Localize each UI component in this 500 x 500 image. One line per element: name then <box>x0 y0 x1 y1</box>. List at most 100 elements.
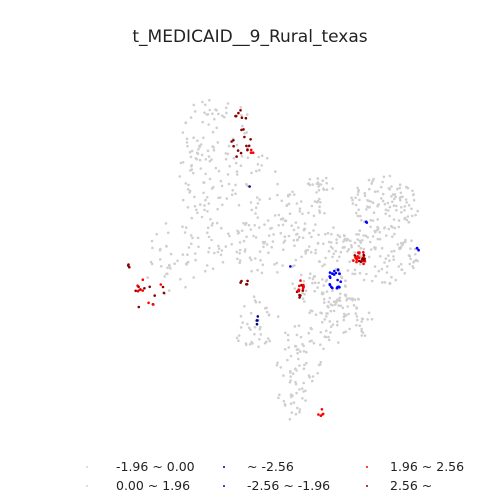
county-point <box>334 267 338 271</box>
county-point <box>343 245 346 249</box>
county-point <box>339 304 343 308</box>
county-point <box>308 178 312 181</box>
county-point <box>318 197 321 201</box>
county-point <box>322 284 326 287</box>
county-point <box>416 209 420 213</box>
county-point <box>405 218 409 222</box>
county-point <box>192 136 195 139</box>
county-point <box>245 182 248 186</box>
county-point <box>236 232 240 235</box>
county-point <box>302 227 306 231</box>
county-point <box>190 149 194 153</box>
county-point <box>300 273 303 277</box>
county-point <box>323 263 326 266</box>
county-point <box>383 226 387 229</box>
county-point <box>249 201 253 204</box>
county-point <box>407 254 411 257</box>
county-point <box>181 131 185 134</box>
county-point <box>366 318 369 321</box>
county-point <box>385 271 389 274</box>
county-point <box>272 233 275 236</box>
county-point <box>265 243 269 246</box>
county-point <box>207 235 211 239</box>
county-point <box>196 211 199 215</box>
county-point <box>296 351 299 355</box>
county-point <box>386 201 390 205</box>
county-point <box>188 189 192 193</box>
county-point <box>197 148 200 151</box>
county-point <box>301 297 305 301</box>
county-point <box>277 213 281 217</box>
county-point <box>242 239 246 243</box>
county-point <box>363 334 367 337</box>
county-point <box>318 205 321 208</box>
county-point <box>370 318 374 321</box>
county-point <box>299 200 303 203</box>
county-point <box>327 240 331 244</box>
county-point <box>325 315 328 318</box>
county-point <box>335 238 338 241</box>
cold-spot-point <box>335 286 339 290</box>
county-point <box>309 251 313 254</box>
county-point <box>164 222 168 225</box>
county-point <box>403 209 406 212</box>
county-point <box>291 190 294 194</box>
county-point <box>215 126 218 130</box>
county-point <box>325 181 329 185</box>
county-point <box>158 258 162 261</box>
county-point <box>391 235 394 238</box>
county-point <box>292 401 296 404</box>
hot-spot-point <box>249 151 253 154</box>
county-point <box>369 248 373 251</box>
county-point <box>387 227 391 231</box>
county-point <box>254 212 257 215</box>
county-point <box>355 233 358 236</box>
county-point <box>239 314 243 318</box>
county-point <box>390 275 393 279</box>
county-point <box>252 234 255 238</box>
county-point <box>359 246 363 250</box>
county-point <box>181 225 184 228</box>
county-point <box>200 153 204 157</box>
county-point <box>317 260 321 263</box>
hot-spot-point <box>245 283 249 286</box>
county-point <box>376 190 380 193</box>
county-point <box>287 338 290 342</box>
county-point <box>357 208 360 211</box>
county-point <box>381 180 384 184</box>
county-point <box>281 217 285 221</box>
county-point <box>236 257 239 261</box>
county-point <box>366 236 370 239</box>
hot-spot-point <box>352 259 355 262</box>
county-point <box>356 193 360 196</box>
county-point <box>311 281 314 285</box>
county-point <box>321 264 324 268</box>
county-point <box>414 253 417 256</box>
county-point <box>342 240 345 243</box>
county-point <box>329 331 332 334</box>
county-point <box>149 260 153 264</box>
county-point <box>338 296 342 300</box>
hot-spot-point <box>362 262 365 266</box>
county-point <box>220 249 224 252</box>
county-point <box>303 293 306 296</box>
county-point <box>358 198 361 202</box>
county-point <box>295 369 298 372</box>
county-point <box>320 312 324 315</box>
legend: -1.96 ~ 0.00 0.00 ~ 1.96 ~ -2.56 -2.56 ~… <box>78 459 478 495</box>
county-point <box>394 195 397 199</box>
cold-spot-points <box>248 185 420 326</box>
county-point <box>302 367 306 371</box>
not-significant-points <box>146 98 420 421</box>
county-point <box>323 301 326 304</box>
county-point <box>243 250 247 253</box>
county-point <box>399 241 403 245</box>
county-point <box>235 173 239 176</box>
county-point <box>194 252 197 255</box>
county-point <box>150 239 154 243</box>
county-point <box>239 164 243 167</box>
county-point <box>404 198 408 201</box>
county-point <box>398 186 402 190</box>
county-point <box>391 200 394 204</box>
cold-spot-point <box>256 319 259 322</box>
